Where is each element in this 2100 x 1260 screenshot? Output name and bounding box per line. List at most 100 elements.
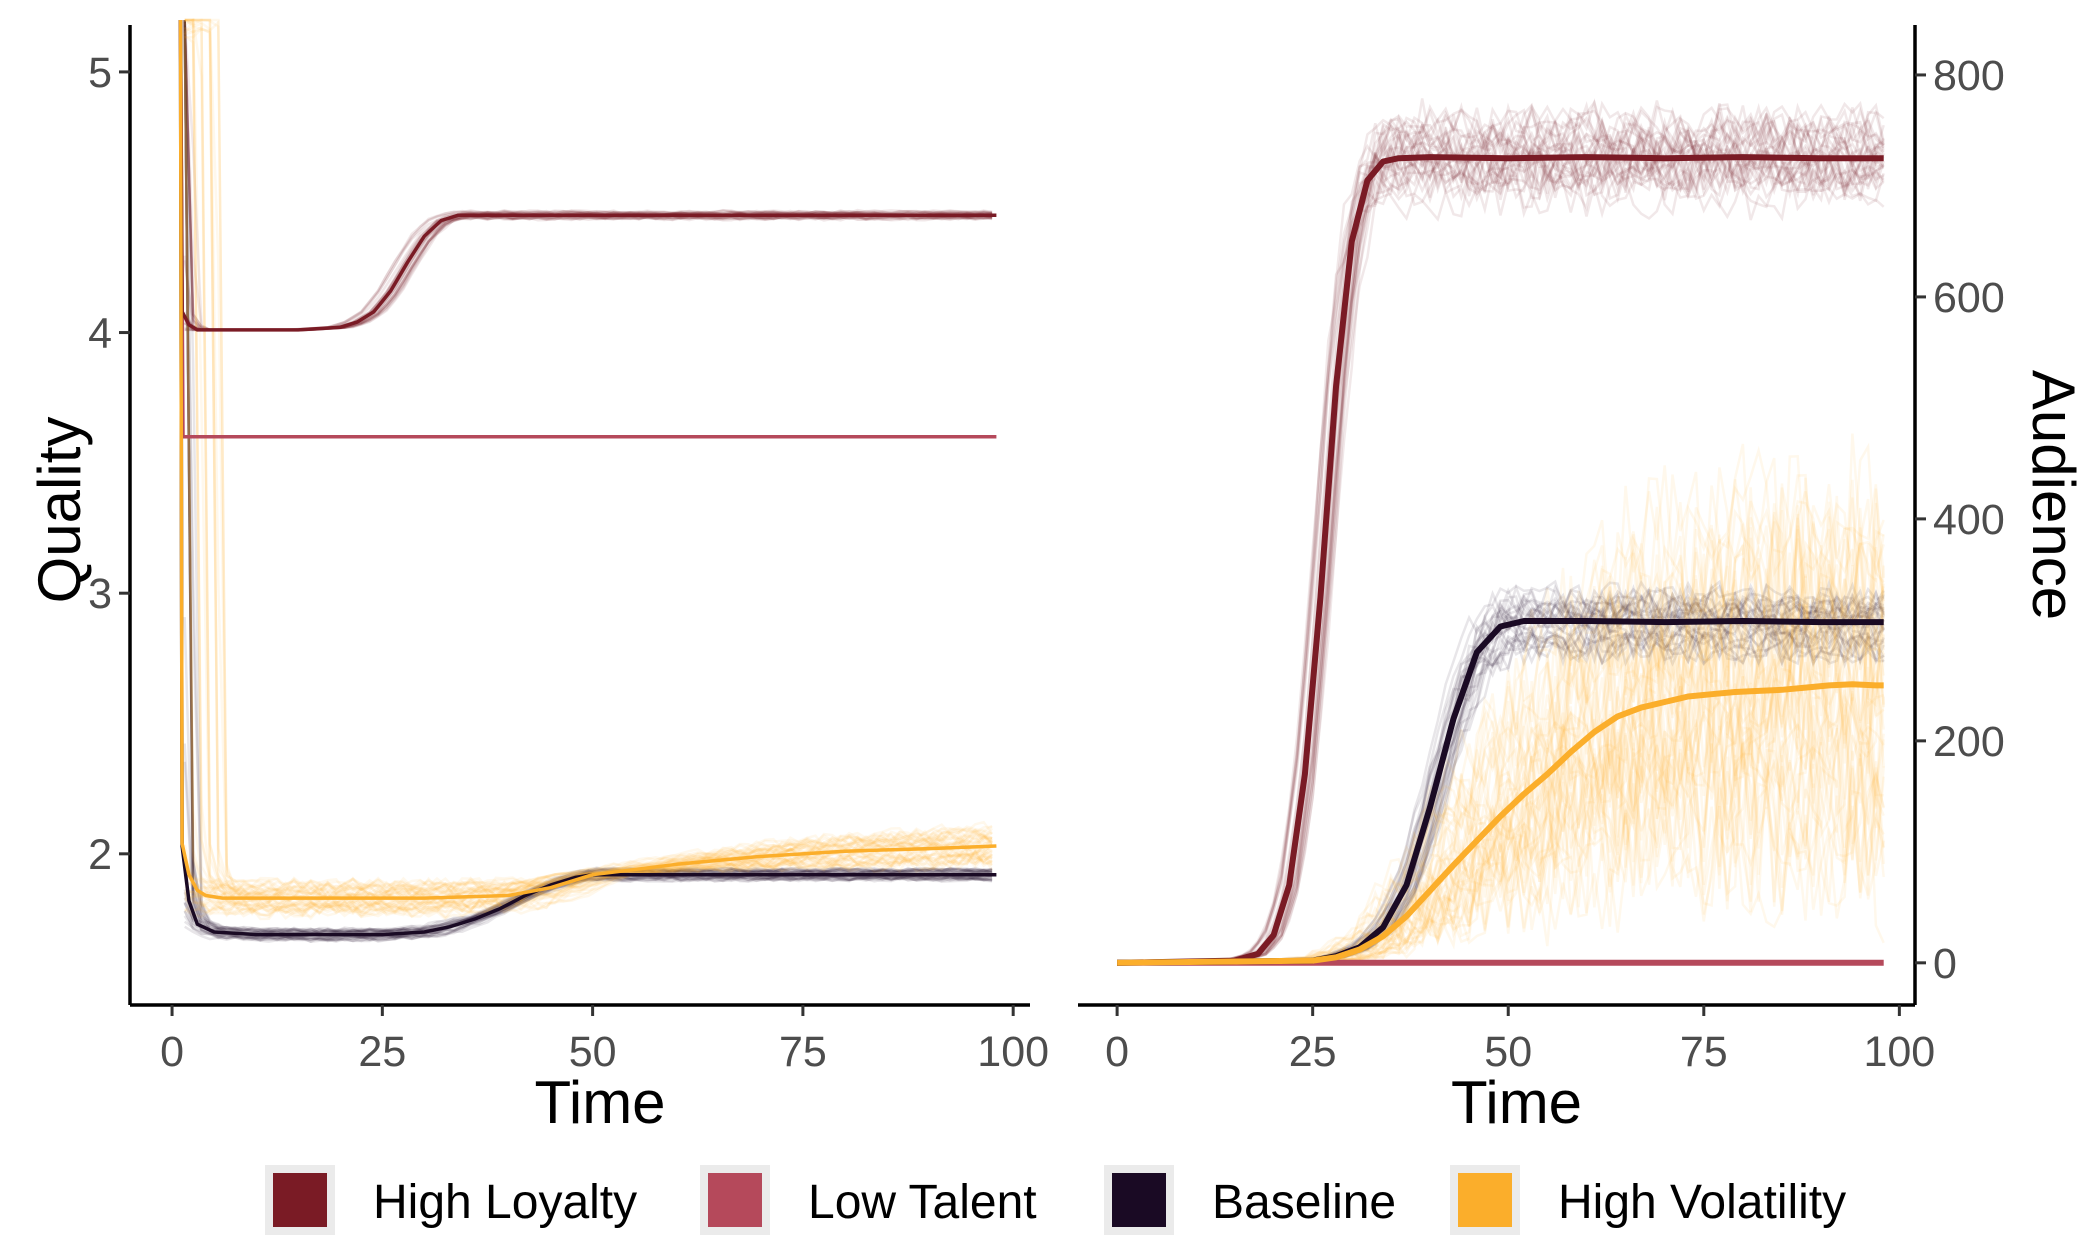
- replicate-line-high-loyalty: [184, 214, 993, 332]
- legend-swatch: [1112, 1173, 1166, 1227]
- y-tick-label: 0: [1933, 940, 1957, 988]
- replicate-line-high-volatility: [184, 18, 993, 892]
- series-line-high-loyalty: [1117, 154, 1884, 966]
- x-tick-label: 25: [1289, 1028, 1337, 1076]
- replicate-line-high-volatility: [184, 830, 993, 900]
- replicate-line-high-volatility: [184, 837, 993, 906]
- y-tick-label: 400: [1933, 496, 2005, 544]
- replicate-line-high-loyalty: [183, 21, 993, 332]
- legend-swatch: [273, 1173, 327, 1227]
- replicate-line-high-loyalty: [183, 215, 993, 332]
- replicate-line-high-volatility: [184, 824, 993, 896]
- replicate-line-high-loyalty: [183, 19, 993, 332]
- replicate-line-high-loyalty: [183, 21, 993, 332]
- replicate-line-high-volatility: [184, 18, 993, 892]
- replicate-line-baseline: [183, 866, 993, 934]
- replicate-line-high-loyalty: [183, 22, 993, 332]
- replicate-line-baseline: [183, 19, 993, 935]
- replicate-line-high-volatility: [184, 18, 993, 894]
- replicate-line-high-loyalty: [183, 20, 993, 332]
- y-tick-label: 4: [88, 310, 112, 358]
- replicate-line-baseline: [183, 19, 993, 935]
- legend-swatch: [1458, 1173, 1512, 1227]
- y-tick-label: 5: [88, 49, 112, 97]
- x-axis-title: Time: [1451, 1069, 1582, 1136]
- replicate-line-baseline: [183, 20, 993, 940]
- series-line-low-talent: [178, 19, 997, 439]
- replicate-line-high-volatility: [184, 18, 993, 896]
- replicate-line-high-volatility: [184, 18, 993, 901]
- replicate-line-high-loyalty: [183, 213, 993, 332]
- replicate-line-high-loyalty: [1117, 140, 1884, 964]
- x-tick-label: 0: [160, 1028, 184, 1076]
- replicate-line-high-loyalty: [1117, 117, 1885, 964]
- replicate-line-baseline: [183, 19, 993, 934]
- replicate-line-high-volatility: [183, 33, 993, 914]
- x-tick-label: 100: [1863, 1028, 1935, 1076]
- replicate-trajectories: [1117, 98, 1885, 965]
- replicate-line-high-volatility: [184, 834, 994, 903]
- y-tick-label: 3: [88, 570, 112, 618]
- replicate-line-high-loyalty: [183, 212, 993, 332]
- x-axis-title: Time: [534, 1069, 665, 1136]
- replicate-line-high-loyalty: [183, 21, 993, 332]
- y-axis-title: Quality: [26, 417, 93, 604]
- replicate-line-high-loyalty: [183, 212, 993, 332]
- replicate-line-high-loyalty: [183, 211, 993, 332]
- legend: High Loyalty Low Talent Baseline High Volat…: [265, 1165, 1846, 1235]
- replicate-line-high-loyalty: [183, 213, 993, 332]
- x-tick-label: 0: [1105, 1028, 1129, 1076]
- replicate-line-high-loyalty: [183, 212, 993, 332]
- replicate-line-high-volatility: [184, 25, 993, 916]
- series-line-high-volatility: [178, 19, 997, 900]
- replicate-line-high-loyalty: [183, 19, 993, 332]
- replicate-line-high-volatility: [183, 854, 993, 919]
- replicate-line-high-loyalty: [183, 19, 993, 332]
- replicate-line-high-volatility: [184, 18, 993, 902]
- replicate-line-baseline: [183, 21, 993, 939]
- replicate-line-high-loyalty: [184, 215, 993, 332]
- replicate-line-high-volatility: [183, 19, 993, 896]
- replicate-line-baseline: [183, 19, 993, 934]
- x-tick-label: 50: [569, 1028, 617, 1076]
- replicate-line-baseline: [183, 761, 993, 942]
- audience-panel: 0 25 50 75 100 0 200 400 600 800 Time Audience: [1078, 25, 2087, 1136]
- legend-item-baseline: Baseline: [1104, 1165, 1396, 1235]
- replicate-line-high-volatility: [183, 852, 994, 916]
- replicate-line-baseline: [184, 876, 993, 943]
- x-tick-label: 50: [1484, 1028, 1532, 1076]
- replicate-trajectories: [183, 17, 994, 943]
- replicate-line-baseline: [183, 23, 993, 943]
- replicate-line-high-volatility: [184, 27, 993, 916]
- replicate-line-high-loyalty: [183, 215, 993, 332]
- replicate-line-high-volatility: [183, 19, 993, 899]
- replicate-line-high-volatility: [184, 19, 993, 915]
- quality-panel: 0 25 50 75 100 2 3 4 5 Time Quality: [26, 17, 1049, 1136]
- replicate-line-baseline: [183, 21, 993, 939]
- replicate-line-high-volatility: [183, 848, 993, 916]
- x-tick-label: 25: [358, 1028, 406, 1076]
- replicate-line-baseline: [183, 874, 993, 942]
- replicate-line-high-volatility: [183, 19, 993, 904]
- replicate-line-baseline: [183, 19, 993, 934]
- replicate-line-baseline: [183, 743, 993, 934]
- series-line-high-loyalty: [178, 19, 997, 332]
- replicate-line-high-loyalty: [183, 20, 993, 332]
- y-tick-label: 800: [1933, 52, 2005, 100]
- replicate-line-high-loyalty: [183, 211, 993, 332]
- series-line-high-volatility: [1117, 681, 1884, 966]
- replicate-line-high-loyalty: [183, 209, 993, 332]
- replicate-line-baseline: [183, 19, 993, 934]
- replicate-line-high-loyalty: [184, 210, 993, 332]
- replicate-line-high-volatility: [184, 851, 993, 919]
- replicate-line-high-volatility: [184, 18, 994, 901]
- replicate-line-baseline: [183, 617, 993, 943]
- x-tick-label: 75: [1680, 1028, 1728, 1076]
- replicate-line-high-loyalty: [184, 209, 993, 332]
- legend-label: Baseline: [1212, 1176, 1396, 1229]
- replicate-line-high-volatility: [184, 17, 993, 909]
- replicate-line-high-loyalty: [1117, 148, 1885, 964]
- replicate-line-baseline: [183, 21, 993, 942]
- replicate-line-baseline: [183, 21, 993, 940]
